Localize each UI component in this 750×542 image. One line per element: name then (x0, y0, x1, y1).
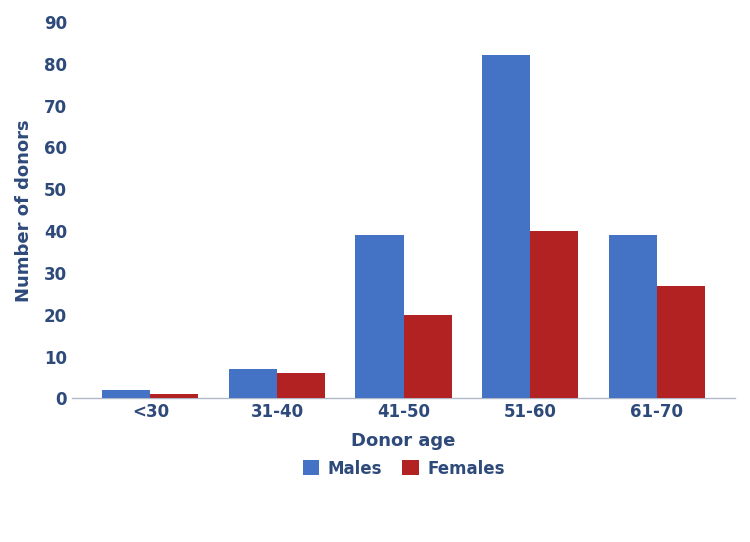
Bar (482, 55, 530, 398)
Bar (150, 394, 199, 398)
Y-axis label: Number of donors: Number of donors (15, 119, 33, 301)
Bar (277, 373, 325, 398)
Bar (356, 235, 404, 398)
Bar (530, 231, 578, 398)
Bar (102, 390, 150, 398)
Legend: Males, Females: Males, Females (296, 453, 512, 484)
Bar (657, 286, 705, 398)
Bar (609, 235, 657, 398)
Bar (229, 369, 277, 398)
X-axis label: Donor age: Donor age (351, 433, 456, 450)
Bar (404, 315, 451, 398)
